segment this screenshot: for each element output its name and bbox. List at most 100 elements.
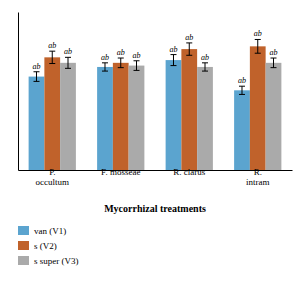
legend-item: s (V2): [18, 241, 57, 251]
error-bar-cap: [255, 39, 261, 40]
x-axis-line: [19, 170, 293, 171]
bar: [44, 57, 60, 170]
x-tick-label-line: F. mosseae: [101, 167, 140, 177]
annotation: ab: [64, 47, 72, 56]
error-bar-cap: [202, 71, 208, 72]
x-tick-label-line: intram: [246, 177, 270, 187]
legend: van (V1) s (V2) s super (V3): [18, 226, 79, 266]
bar: [250, 46, 266, 170]
annotation: ab: [238, 76, 246, 85]
y-axis: [18, 13, 19, 171]
annotation: ab: [185, 33, 193, 42]
error-bar-cap: [65, 68, 71, 69]
error-bar-stem: [241, 86, 242, 94]
error-bar-stem: [205, 63, 206, 71]
error-bar-stem: [104, 63, 105, 71]
error-bar-stem: [273, 58, 274, 68]
error-bar-cap: [33, 81, 39, 82]
error-bar-cap: [186, 42, 192, 43]
error-bar-stem: [173, 55, 174, 66]
bar: [129, 66, 145, 170]
x-tick-label-line: R.: [254, 167, 262, 177]
error-bar: [33, 72, 39, 82]
x-tick-label-line: R. clarus: [173, 167, 205, 177]
annotation: ab: [169, 45, 177, 54]
error-bar-cap: [202, 62, 208, 63]
annotation: ab: [101, 53, 109, 62]
error-bar-cap: [239, 94, 245, 95]
legend-item: s super (V3): [18, 256, 79, 266]
bar-series: [44, 39, 265, 170]
error-bar-cap: [118, 67, 124, 68]
y-axis-line: [18, 13, 19, 171]
error-bar: [271, 58, 277, 68]
bar: [29, 77, 45, 170]
x-tick: R. clarus: [173, 167, 205, 177]
legend-swatch: [18, 241, 29, 250]
error-bar-cap: [239, 86, 245, 87]
chart: ababababababababababababP.occultumF. mos…: [0, 0, 302, 302]
error-bar-stem: [189, 43, 190, 55]
error-bar-cap: [186, 55, 192, 56]
error-bar-stem: [36, 72, 37, 82]
x-tick-label: R. clarus: [173, 167, 205, 177]
error-bar: [255, 39, 261, 53]
bar: [113, 63, 129, 170]
annotation: ab: [270, 48, 278, 57]
annotation: ab: [48, 41, 56, 50]
x-tick-label-line: occultum: [36, 177, 70, 187]
bar-series: [60, 57, 281, 170]
plot: ababababababababababababP.occultumF. mos…: [18, 13, 293, 267]
error-bar-cap: [49, 51, 55, 52]
bar: [60, 63, 76, 170]
x-tick-label-line: P.: [49, 167, 55, 177]
error-bar-cap: [102, 62, 108, 63]
annotation: ab: [133, 51, 141, 60]
error-bar-stem: [52, 51, 53, 63]
error-bar: [186, 43, 192, 55]
annotation: ab: [117, 48, 125, 57]
legend-swatch: [18, 256, 29, 265]
legend-label: s (V2): [34, 241, 57, 251]
annotation: ab: [32, 62, 40, 71]
error-bar-cap: [118, 58, 124, 59]
bar: [181, 49, 197, 170]
error-bar: [118, 58, 124, 68]
legend-label: van (V1): [34, 226, 66, 236]
error-bar-cap: [134, 60, 140, 61]
error-bar: [65, 57, 71, 68]
error-bar-cap: [33, 71, 39, 72]
error-bar-stem: [68, 57, 69, 68]
bar: [266, 63, 282, 170]
x-tick: P.occultum: [36, 167, 70, 187]
error-bar-cap: [271, 67, 277, 68]
error-bar-cap: [134, 70, 140, 71]
error-bar-cap: [170, 54, 176, 55]
legend-swatch: [18, 226, 29, 235]
annotation: ab: [254, 29, 262, 38]
error-bar-stem: [257, 39, 258, 53]
error-bar-cap: [255, 53, 261, 54]
annotations: abababababababababababab: [32, 29, 277, 85]
legend-label: s super (V3): [34, 256, 79, 266]
x-tick: R.intram: [246, 167, 270, 187]
error-bar: [239, 86, 245, 94]
x-tick-label: P.occultum: [36, 167, 70, 187]
error-bar: [102, 63, 108, 71]
error-bar-stem: [136, 61, 137, 71]
error-bar-cap: [102, 71, 108, 72]
x-axis: P.occultum F. mosseae R. clarus R.intram: [19, 167, 293, 187]
x-axis-title: Mycorrhizal treatments: [104, 203, 206, 214]
bar: [234, 90, 250, 170]
marks: [29, 39, 282, 170]
bar: [197, 67, 213, 170]
error-bar-cap: [65, 57, 71, 58]
error-bar-cap: [271, 58, 277, 59]
annotation: ab: [201, 53, 209, 62]
error-bar: [134, 61, 140, 71]
x-tick: F. mosseae: [101, 167, 140, 177]
bar: [166, 60, 182, 170]
legend-item: van (V1): [18, 226, 66, 236]
error-bar-cap: [49, 63, 55, 64]
bar-series: [29, 55, 250, 170]
